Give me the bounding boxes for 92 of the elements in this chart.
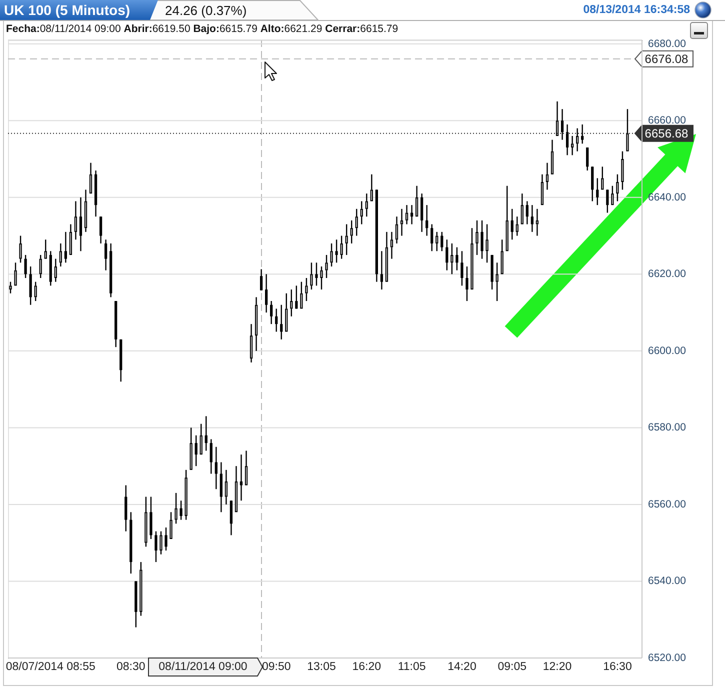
y-tick-label: 6620.00 <box>648 268 686 280</box>
candlestick <box>606 189 609 214</box>
text: 08/13/2014 16:34:58 <box>583 4 690 16</box>
candlestick <box>460 250 464 286</box>
candlestick <box>210 438 212 474</box>
candlestick <box>591 166 594 202</box>
candlestick <box>74 200 78 240</box>
y-tick-label: 6660.00 <box>648 114 686 127</box>
y-tick-label: 6520.00 <box>648 652 686 664</box>
candlestick <box>260 268 263 291</box>
candlestick <box>510 208 514 240</box>
candlestick <box>265 274 268 314</box>
candlestick <box>280 304 283 340</box>
candlestick <box>29 266 32 306</box>
y-tick-label: 6580.00 <box>648 422 686 434</box>
candlestick <box>420 192 424 233</box>
candlestick <box>566 124 569 156</box>
candlestick <box>335 239 338 264</box>
candlestick <box>295 285 298 310</box>
candlestick <box>24 254 27 279</box>
candlestick <box>99 216 102 244</box>
candlestick <box>596 178 599 206</box>
candlestick <box>390 231 394 260</box>
candlestick <box>530 204 534 233</box>
y-tick-label: 6600.00 <box>648 344 686 357</box>
candlestick <box>275 308 278 332</box>
x-tick-label: 08/07/2014 08:55 <box>6 661 96 673</box>
ref-line-label: 6656.68 <box>644 126 689 140</box>
x-tick-label: 12:20 <box>542 661 572 673</box>
candlestick <box>536 208 539 236</box>
candlestick <box>64 231 67 264</box>
candlestick <box>400 208 404 236</box>
candlestick <box>345 224 348 256</box>
candlestick <box>526 200 528 225</box>
candlestick <box>440 231 444 252</box>
y-tick-label: 6560.00 <box>648 498 686 510</box>
candlestick <box>79 196 82 252</box>
chart-subtitle: 24.26 (0.37%) <box>165 3 247 18</box>
candlestick <box>59 242 62 268</box>
candlestick <box>486 224 488 264</box>
candlestick <box>430 224 434 252</box>
candlestick <box>230 500 233 536</box>
candlestick <box>164 526 168 552</box>
candlestick <box>480 220 484 260</box>
candlestick <box>576 128 579 152</box>
candlestick <box>204 416 208 452</box>
candlestick <box>154 530 158 563</box>
candlestick <box>224 469 228 506</box>
candlestick <box>250 323 253 364</box>
candlestick <box>546 162 549 190</box>
candlestick <box>496 262 498 302</box>
candlestick <box>240 454 243 502</box>
candlestick <box>315 262 318 286</box>
candlestick <box>220 462 222 513</box>
x-tick-label: 09:05 <box>498 661 527 673</box>
candlestick <box>466 266 468 302</box>
x-tick-label: 09:50 <box>262 661 291 673</box>
candlestick <box>104 239 108 271</box>
candlestick <box>194 434 198 467</box>
candlestick <box>456 246 458 271</box>
candlestick <box>570 135 574 156</box>
candlestick <box>380 250 384 290</box>
y-tick-label: 6680.00 <box>648 38 686 50</box>
candlestick <box>405 204 408 225</box>
candlestick <box>124 484 128 532</box>
text: 08/11/2014 09:00 <box>158 661 248 673</box>
x-tick-label: 08:30 <box>116 661 146 673</box>
text: Fecha:08/11/2014 09:00 Abrir:6619.50 Bajo:6615.79 Alto:6621.29 Cerrar:6615.79 <box>6 23 398 35</box>
candlestick <box>586 146 589 172</box>
candlestick <box>446 239 448 271</box>
candlestick <box>150 496 152 540</box>
candlestick <box>214 446 218 490</box>
y-tick-label: 6640.00 <box>648 191 686 204</box>
candlestick <box>476 220 478 256</box>
candlestick <box>581 124 584 144</box>
candlestick <box>560 108 564 140</box>
x-tick-label: 13:05 <box>307 661 336 673</box>
candlestick <box>450 242 454 275</box>
candlestick <box>254 296 258 352</box>
y-tick-label: 6540.00 <box>648 575 686 588</box>
chart-title: UK 100 (5 Minutos) <box>4 2 130 18</box>
x-tick-label: 16:20 <box>352 661 382 673</box>
candlestick <box>84 189 88 233</box>
x-tick-label: 16:30 <box>603 661 632 673</box>
ref-line-label: 6676.08 <box>644 52 689 66</box>
candlestick <box>426 204 428 236</box>
candlestick <box>270 300 273 325</box>
candlestick <box>410 204 414 225</box>
candlestick <box>180 500 182 520</box>
x-tick-label: 14:20 <box>448 661 476 673</box>
candlestick <box>395 216 398 244</box>
x-tick-label: 11:05 <box>398 661 426 673</box>
